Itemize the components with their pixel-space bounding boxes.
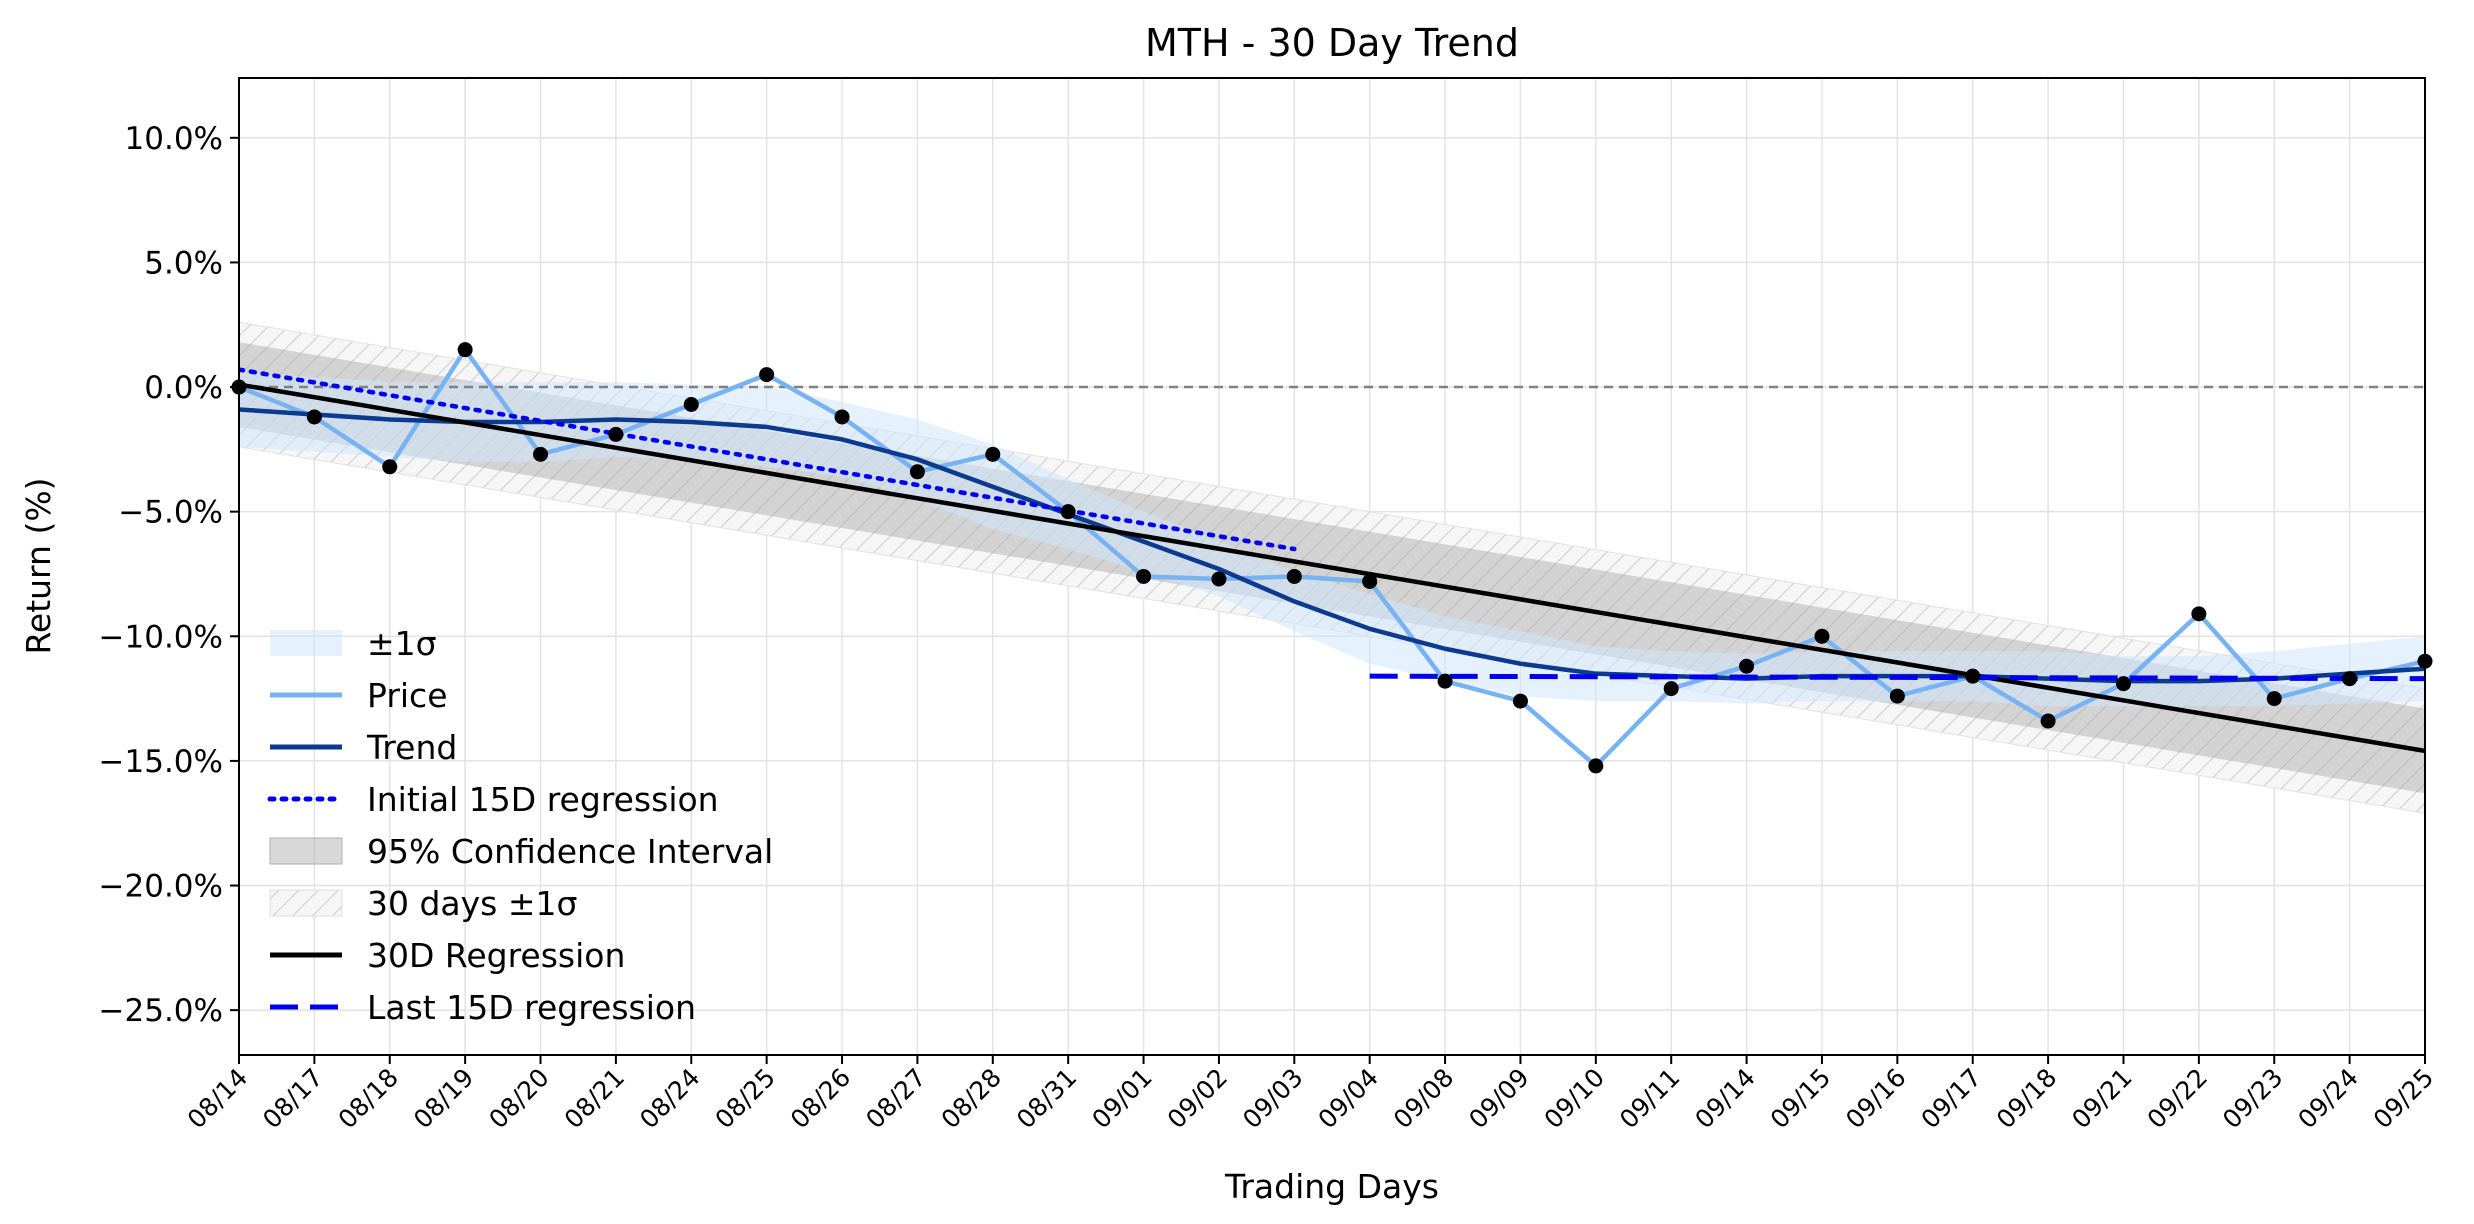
y-tick-label: −15.0%: [99, 744, 223, 780]
legend-30d-sigma-label: 30 days ±1σ: [367, 884, 577, 923]
series-lines: [239, 347, 2425, 769]
price-point: [1889, 688, 1905, 704]
x-tick-label: 09/14: [1689, 1063, 1760, 1134]
legend-30d-sigma-swatch: [269, 889, 343, 917]
x-tick-label: 09/15: [1765, 1063, 1836, 1134]
legend-sigma-swatch: [270, 630, 342, 656]
x-tick-label: 08/31: [1011, 1063, 1082, 1134]
price-point: [985, 446, 1001, 462]
price-point: [1739, 658, 1755, 674]
x-tick-label: 08/28: [936, 1063, 1007, 1134]
price-point: [1663, 681, 1679, 697]
price-point: [2342, 671, 2358, 687]
band-sigma: [239, 372, 2425, 707]
x-tick-label: 08/14: [182, 1063, 253, 1134]
price-point: [1512, 693, 1528, 709]
price-point: [1060, 504, 1076, 520]
price-point: [306, 409, 322, 425]
price-point: [1437, 673, 1453, 689]
legend-last-15d-label: Last 15D regression: [367, 988, 696, 1027]
legend-price-label: Price: [367, 676, 448, 715]
legend: ±1σ Price Trend Initial 15D regression 95% C…: [267, 624, 773, 1027]
price-point: [909, 464, 925, 480]
x-tick-label: 08/27: [860, 1063, 931, 1134]
x-tick-label: 09/01: [1086, 1063, 1157, 1134]
price-point: [1965, 668, 1981, 684]
price-point: [834, 409, 850, 425]
x-tick-label: 09/18: [1991, 1063, 2062, 1134]
x-tick-label: 08/18: [333, 1063, 404, 1134]
y-tick-label: −5.0%: [118, 495, 223, 531]
price-point: [382, 459, 398, 475]
x-tick-label: 09/04: [1312, 1063, 1383, 1134]
series-30d-regression: [239, 382, 2425, 754]
y-tick-label: 0.0%: [144, 370, 223, 406]
series-initial-15d-regression: [239, 367, 1297, 552]
price-point: [683, 396, 699, 412]
y-axis-label: Return (%): [19, 477, 58, 654]
legend-confidence-interval-label: 95% Confidence Interval: [367, 832, 773, 871]
x-tick-label: 09/23: [2217, 1063, 2288, 1134]
x-tick-label: 09/24: [2292, 1063, 2363, 1134]
x-tick-label: 09/21: [2066, 1063, 2137, 1134]
price-point: [1211, 571, 1227, 587]
legend-confidence-interval-swatch: [269, 837, 343, 865]
x-tick-label: 09/17: [1916, 1063, 1987, 1134]
series-price-line: [239, 347, 2425, 769]
x-tick-label: 08/21: [559, 1063, 630, 1134]
y-tick-label: −10.0%: [99, 619, 223, 655]
price-point: [759, 367, 775, 383]
legend-sigma-label: ±1σ: [367, 624, 437, 663]
legend-trend-label: Trend: [366, 728, 457, 767]
price-point: [2191, 606, 2207, 622]
x-tick-label: 09/02: [1162, 1063, 1233, 1134]
x-axis: 08/14 08/17 08/18 08/19 08/20 08/21 08/24 08/25…: [182, 1055, 2439, 1134]
x-tick-label: 09/09: [1463, 1063, 1534, 1134]
legend-30d-regression-label: 30D Regression: [367, 936, 625, 975]
x-tick-label: 09/25: [2368, 1063, 2439, 1134]
x-tick-label: 09/16: [1840, 1063, 1911, 1134]
y-axis: 10.0% 5.0% 0.0% −5.0% −10.0% −15.0% −20.0% −25.…: [99, 121, 239, 1029]
y-tick-label: 10.0%: [125, 121, 223, 157]
price-point: [2040, 713, 2056, 729]
price-point: [1588, 758, 1604, 774]
y-tick-label: −25.0%: [99, 993, 223, 1029]
plot-frame: [238, 77, 2426, 1056]
price-point: [533, 446, 549, 462]
y-tick-label: −20.0%: [99, 869, 223, 905]
price-point: [1814, 628, 1830, 644]
chart-title: MTH - 30 Day Trend: [1145, 21, 1519, 65]
x-tick-label: 09/08: [1388, 1063, 1459, 1134]
x-tick-label: 08/25: [709, 1063, 780, 1134]
price-point: [1362, 573, 1378, 589]
x-tick-label: 08/17: [257, 1063, 328, 1134]
x-tick-label: 09/22: [2142, 1063, 2213, 1134]
x-tick-label: 08/26: [785, 1063, 856, 1134]
x-tick-label: 08/19: [408, 1063, 479, 1134]
price-point: [608, 426, 624, 442]
x-tick-label: 08/24: [634, 1063, 705, 1134]
x-tick-label: 08/20: [483, 1063, 554, 1134]
price-point: [457, 342, 473, 358]
x-axis-label: Trading Days: [1224, 1167, 1439, 1206]
y-tick-label: 5.0%: [144, 245, 223, 281]
x-tick-label: 09/10: [1539, 1063, 1610, 1134]
price-markers: [231, 342, 2433, 774]
price-point: [1136, 568, 1152, 584]
x-tick-label: 09/03: [1237, 1063, 1308, 1134]
price-point: [1286, 568, 1302, 584]
series-last-15d-regression: [1369, 673, 2425, 682]
price-point: [2266, 691, 2282, 707]
legend-initial-15d-label: Initial 15D regression: [367, 780, 719, 819]
x-tick-label: 09/11: [1614, 1063, 1685, 1134]
price-point: [2115, 676, 2131, 692]
